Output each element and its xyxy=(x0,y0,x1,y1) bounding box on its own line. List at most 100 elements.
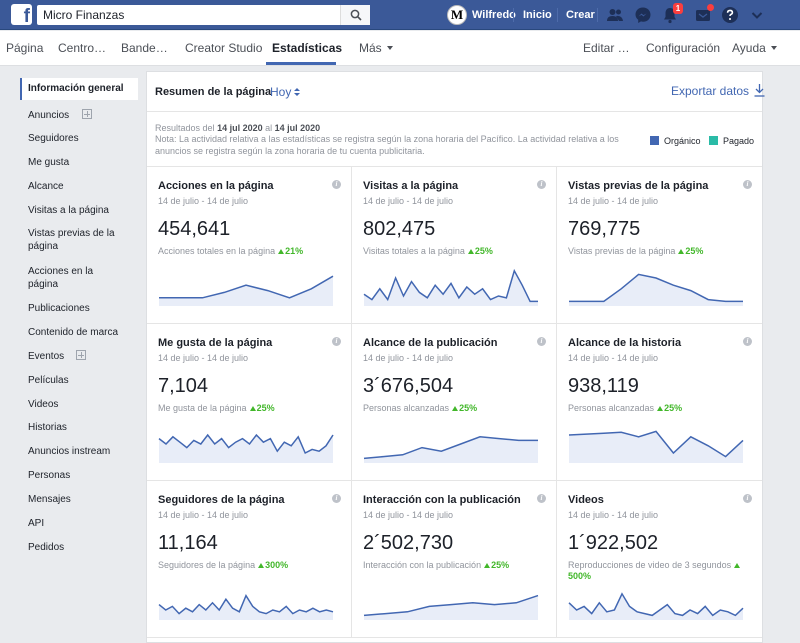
sparkline-area xyxy=(569,431,743,463)
card-title: Videos xyxy=(568,494,604,506)
card-subtitle: Personas alcanzadas 25% xyxy=(363,403,477,414)
card-value: 769,775 xyxy=(568,218,641,240)
page-views-card[interactable]: Visitas a la página i 14 de julio - 14 de … xyxy=(352,167,557,324)
card-subtitle-text: Personas alcanzadas xyxy=(568,403,655,413)
sparkline-line xyxy=(158,433,334,455)
change-percent: 25% xyxy=(664,403,683,413)
help-icon[interactable] xyxy=(721,6,739,24)
sidebar-item-instream-ads[interactable]: Anuncios instream xyxy=(28,446,111,457)
profile-name[interactable]: Wilfredo xyxy=(472,9,516,21)
info-icon[interactable]: i xyxy=(332,494,341,503)
page-likes-card[interactable]: Me gusta de la página i 14 de julio - 14 d… xyxy=(147,324,352,481)
sparkline-area xyxy=(364,436,538,463)
card-subtitle: Vistas previas de la página 25% xyxy=(568,246,703,257)
home-link[interactable]: Inicio xyxy=(523,9,552,21)
change-percent: 25% xyxy=(459,403,478,413)
facebook-logo-icon[interactable]: f xyxy=(11,4,32,25)
sparkline-chart xyxy=(569,273,743,306)
info-icon[interactable]: i xyxy=(537,180,546,189)
card-value: 3´676,504 xyxy=(363,375,454,397)
sparkline-line xyxy=(158,593,334,615)
page-previews-card[interactable]: Vistas previas de la página i 14 de julio … xyxy=(557,167,762,324)
card-value: 802,475 xyxy=(363,218,436,240)
messenger-icon[interactable] xyxy=(634,6,652,24)
trend-up-icon xyxy=(678,249,685,254)
create-link[interactable]: Crear xyxy=(566,9,595,21)
sidebar-item-followers[interactable]: Seguidores xyxy=(28,133,79,144)
search-input[interactable]: Micro Finanzas xyxy=(43,8,125,22)
post-engagement-card[interactable]: Interacción con la publicación i 14 de jul… xyxy=(352,481,557,638)
videos-card[interactable]: Videos i 14 de julio - 14 de julio 1´922,50… xyxy=(557,481,762,638)
legend-paid: Pagado xyxy=(709,136,754,146)
story-reach-card[interactable]: Alcance de la historia i 14 de julio - 14 … xyxy=(557,324,762,481)
organic-swatch xyxy=(650,136,659,145)
search-button[interactable] xyxy=(340,5,370,25)
sparkline-chart xyxy=(158,593,334,620)
tab-statistics[interactable]: Estadísticas xyxy=(272,41,343,55)
info-icon[interactable]: i xyxy=(743,180,752,189)
card-subtitle-text: Vistas previas de la página xyxy=(568,246,676,256)
card-subtitle-text: Personas alcanzadas xyxy=(363,403,450,413)
tab-center[interactable]: Centro… xyxy=(58,41,107,55)
edit-page-info-link[interactable]: Editar … xyxy=(583,41,630,55)
post-reach-card[interactable]: Alcance de la publicación i 14 de julio - … xyxy=(352,324,557,481)
card-title: Acciones en la página xyxy=(158,180,274,192)
sidebar-item-posts[interactable]: Publicaciones xyxy=(28,303,90,314)
help-menu[interactable]: Ayuda xyxy=(732,41,777,55)
page-actions-card[interactable]: Acciones en la página i 14 de julio - 14 d… xyxy=(147,167,352,324)
sidebar-item-orders[interactable]: Pedidos xyxy=(28,542,65,553)
sidebar-item-api[interactable]: API xyxy=(28,518,45,529)
sidebar-item-messages[interactable]: Mensajes xyxy=(28,494,71,505)
sidebar-item-stories[interactable]: Historias xyxy=(28,422,67,433)
sparkline-chart xyxy=(158,433,334,463)
sidebar-item-people[interactable]: Personas xyxy=(28,470,71,481)
page-inbox-icon[interactable] xyxy=(694,6,712,24)
tab-creator-studio[interactable]: Creator Studio xyxy=(185,41,263,55)
card-date-range: 14 de julio - 14 de julio xyxy=(363,510,454,520)
divider xyxy=(513,8,514,22)
sidebar-item-page-actions[interactable]: Acciones en la página xyxy=(28,266,94,290)
card-title: Interacción con la publicación xyxy=(363,494,521,506)
page-followers-card[interactable]: Seguidores de la página i 14 de julio - 14… xyxy=(147,481,352,638)
info-icon[interactable]: i xyxy=(332,337,341,346)
add-icon[interactable] xyxy=(76,350,86,360)
sidebar-item-reach[interactable]: Alcance xyxy=(28,181,64,192)
sidebar-item-ads[interactable]: Anuncios xyxy=(20,109,138,122)
card-subtitle: Acciones totales en la página 21% xyxy=(158,246,303,257)
sidebar-item-page-previews[interactable]: Vistas previas de la página xyxy=(28,228,115,252)
tab-more[interactable]: Más xyxy=(359,41,393,55)
trend-up-icon xyxy=(657,406,664,411)
sidebar-item-events[interactable]: Eventos xyxy=(20,350,138,363)
sparkline-chart xyxy=(363,268,538,306)
sparkline-area xyxy=(159,435,333,463)
friend-requests-icon[interactable] xyxy=(606,6,624,24)
info-icon[interactable]: i xyxy=(743,337,752,346)
sidebar-item-likes[interactable]: Me gusta xyxy=(28,157,70,168)
divider xyxy=(557,8,558,22)
results-prefix: Resultados del xyxy=(155,123,215,133)
sparkline-line xyxy=(569,273,743,303)
timezone-note: Nota: La actividad relativa a las estadí… xyxy=(155,134,619,156)
search-box[interactable]: Micro Finanzas xyxy=(37,5,370,25)
tab-inbox[interactable]: Bande… xyxy=(121,41,168,55)
export-data-button[interactable]: Exportar datos xyxy=(671,84,765,98)
add-icon[interactable] xyxy=(82,109,92,119)
card-subtitle: Reproducciones de video de 3 segundos500… xyxy=(568,560,753,582)
info-icon[interactable]: i xyxy=(537,337,546,346)
card-subtitle: Personas alcanzadas 25% xyxy=(568,403,682,414)
tab-page[interactable]: Página xyxy=(6,41,44,55)
account-menu-chevron-icon[interactable] xyxy=(748,6,766,24)
sidebar-item-branded-content[interactable]: Contenido de marca xyxy=(28,327,119,338)
card-value: 1´922,502 xyxy=(568,532,659,554)
info-icon[interactable]: i xyxy=(537,494,546,503)
card-date-range: 14 de julio - 14 de julio xyxy=(363,353,454,363)
info-icon[interactable]: i xyxy=(332,180,341,189)
sidebar-item-videos[interactable]: Videos xyxy=(28,399,59,410)
sidebar-item-overview[interactable]: Información general xyxy=(20,78,138,100)
sidebar-item-page-views[interactable]: Visitas a la página xyxy=(28,205,109,216)
settings-link[interactable]: Configuración xyxy=(646,41,721,55)
period-selector[interactable]: Hoy xyxy=(270,85,301,99)
info-icon[interactable]: i xyxy=(743,494,752,503)
sidebar-item-movies[interactable]: Películas xyxy=(28,375,69,386)
page-navigation: Página Centro… Bande… Creator Studio Est… xyxy=(0,31,800,66)
